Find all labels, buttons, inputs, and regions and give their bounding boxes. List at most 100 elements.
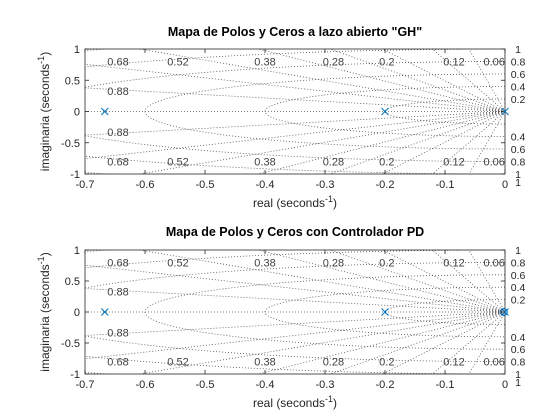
frequency-arc	[384, 299, 505, 325]
damping-label-top: 0.38	[254, 57, 275, 69]
pole-marker	[501, 107, 509, 116]
frequency-arc	[85, 61, 505, 162]
y-tick-label: 0.5	[65, 276, 80, 288]
y-axis-label-close: )	[38, 52, 52, 56]
damping-line	[85, 264, 505, 313]
damping-label-top: 0.12	[443, 57, 464, 69]
x-tick-label: -0.1	[436, 179, 455, 191]
y-tick-label: -1	[70, 369, 80, 381]
y-tick-label: 1	[74, 44, 80, 56]
frequency-arc	[85, 261, 505, 363]
damping-label-inner-bottom: 0.88	[107, 327, 128, 339]
damping-line	[85, 311, 505, 360]
frequency-label-bottom: 1	[515, 377, 521, 389]
damping-line	[328, 49, 505, 112]
y-axis-label-sup: -1	[36, 256, 46, 264]
chart-panel-2: 0.680.680.520.520.380.380.280.280.20.20.…	[36, 225, 526, 410]
damping-label-bottom: 0.38	[254, 157, 275, 169]
damping-label-top: 0.68	[107, 57, 128, 69]
damping-label-bottom: 0.38	[254, 357, 275, 369]
damping-line	[137, 49, 505, 112]
y-tick-label: 0	[74, 107, 80, 119]
damping-label-bottom: 0.28	[323, 157, 344, 169]
x-tick-label: -0.3	[316, 379, 335, 391]
damping-label-bottom: 0.2	[379, 157, 394, 169]
pzmap-grid	[85, 250, 505, 374]
zero-marker	[499, 308, 508, 316]
frequency-label-top: 1	[515, 245, 521, 257]
x-tick-label: 0	[502, 179, 508, 191]
damping-line	[137, 111, 505, 174]
frequency-arc	[264, 86, 505, 137]
damping-label-top: 0.52	[167, 257, 188, 269]
x-axis-label-close: )	[333, 396, 337, 410]
y-axis-label: imaginaria (seconds-1)	[36, 252, 52, 371]
damping-label-bottom: 0.2	[379, 357, 394, 369]
damping-label-top: 0.2	[379, 257, 394, 269]
damping-label-bottom: 0.12	[443, 157, 464, 169]
x-tick-label: -0.4	[256, 379, 275, 391]
damping-line	[137, 311, 505, 374]
y-axis-label-text: imaginaria (seconds	[38, 64, 52, 171]
x-axis-label-sup: -1	[325, 194, 333, 204]
damping-line	[85, 63, 505, 112]
y-axis-label: imaginaria (seconds-1)	[36, 52, 52, 171]
frequency-label-top: 0.4	[511, 82, 526, 94]
y-axis-label-sup: -1	[36, 56, 46, 64]
pole-marker	[100, 107, 109, 116]
frequency-label-bottom: 0.8	[511, 157, 526, 169]
frequency-label-bottom: 0.4	[511, 132, 526, 144]
frequency-label-top: 0.2	[511, 94, 526, 106]
damping-label-top: 0.28	[323, 257, 344, 269]
x-tick-label: -0.7	[76, 179, 95, 191]
y-tick-label: 1	[74, 245, 80, 257]
damping-label-top: 0.06	[483, 257, 504, 269]
x-tick-label: -0.4	[256, 179, 275, 191]
x-axis-label-close: )	[333, 196, 337, 210]
damping-label-bottom: 0.06	[483, 157, 504, 169]
frequency-arc	[85, 250, 505, 374]
damping-label-top: 0.28	[323, 57, 344, 69]
x-axis-label: real (seconds-1)	[253, 194, 337, 210]
frequency-label-top: 0.8	[511, 57, 526, 69]
damping-line	[328, 250, 505, 313]
damping-label-bottom: 0.28	[323, 357, 344, 369]
x-axis-label-text: real (seconds	[253, 196, 325, 210]
damping-label-inner-top: 0.88	[107, 86, 128, 98]
chart-title: Mapa de Polos y Ceros con Controlador PD	[166, 225, 424, 239]
damping-line	[85, 111, 505, 160]
damping-line	[85, 87, 505, 112]
y-tick-label: 0	[74, 307, 80, 319]
x-axis-label-text: real (seconds	[253, 396, 325, 410]
frequency-label-bottom: 0.6	[511, 344, 526, 356]
damping-label-bottom: 0.52	[167, 357, 188, 369]
pole-marker	[381, 107, 389, 116]
damping-label-top: 0.68	[107, 257, 128, 269]
x-tick-label: -0.2	[376, 379, 395, 391]
damping-label-bottom: 0.52	[167, 157, 188, 169]
frequency-arc	[264, 286, 505, 338]
frequency-label-top: 1	[515, 44, 521, 56]
chart-title: Mapa de Polos y Ceros a lazo abierto "GH…	[168, 25, 422, 39]
damping-label-top: 0.06	[483, 57, 504, 69]
frequency-label-top: 0.2	[511, 295, 526, 307]
x-axis-label-sup: -1	[325, 394, 333, 404]
x-tick-label: -0.5	[196, 179, 215, 191]
damping-label-top: 0.38	[254, 257, 275, 269]
chart-panel-1: 0.680.680.520.520.380.380.280.280.20.20.…	[36, 25, 526, 210]
frequency-label-top: 0.4	[511, 282, 526, 294]
damping-line	[137, 250, 505, 313]
x-tick-label: -0.3	[316, 179, 335, 191]
y-axis-label-text: imaginaria (seconds	[38, 264, 52, 371]
x-tick-label: -0.6	[136, 179, 155, 191]
pole-marker	[381, 308, 389, 316]
damping-line	[328, 311, 505, 374]
damping-label-bottom: 0.06	[483, 357, 504, 369]
frequency-arc	[384, 98, 505, 125]
pole-marker	[501, 308, 509, 316]
pole-marker	[100, 308, 109, 316]
x-tick-label: -0.7	[76, 379, 95, 391]
damping-line	[85, 288, 505, 313]
